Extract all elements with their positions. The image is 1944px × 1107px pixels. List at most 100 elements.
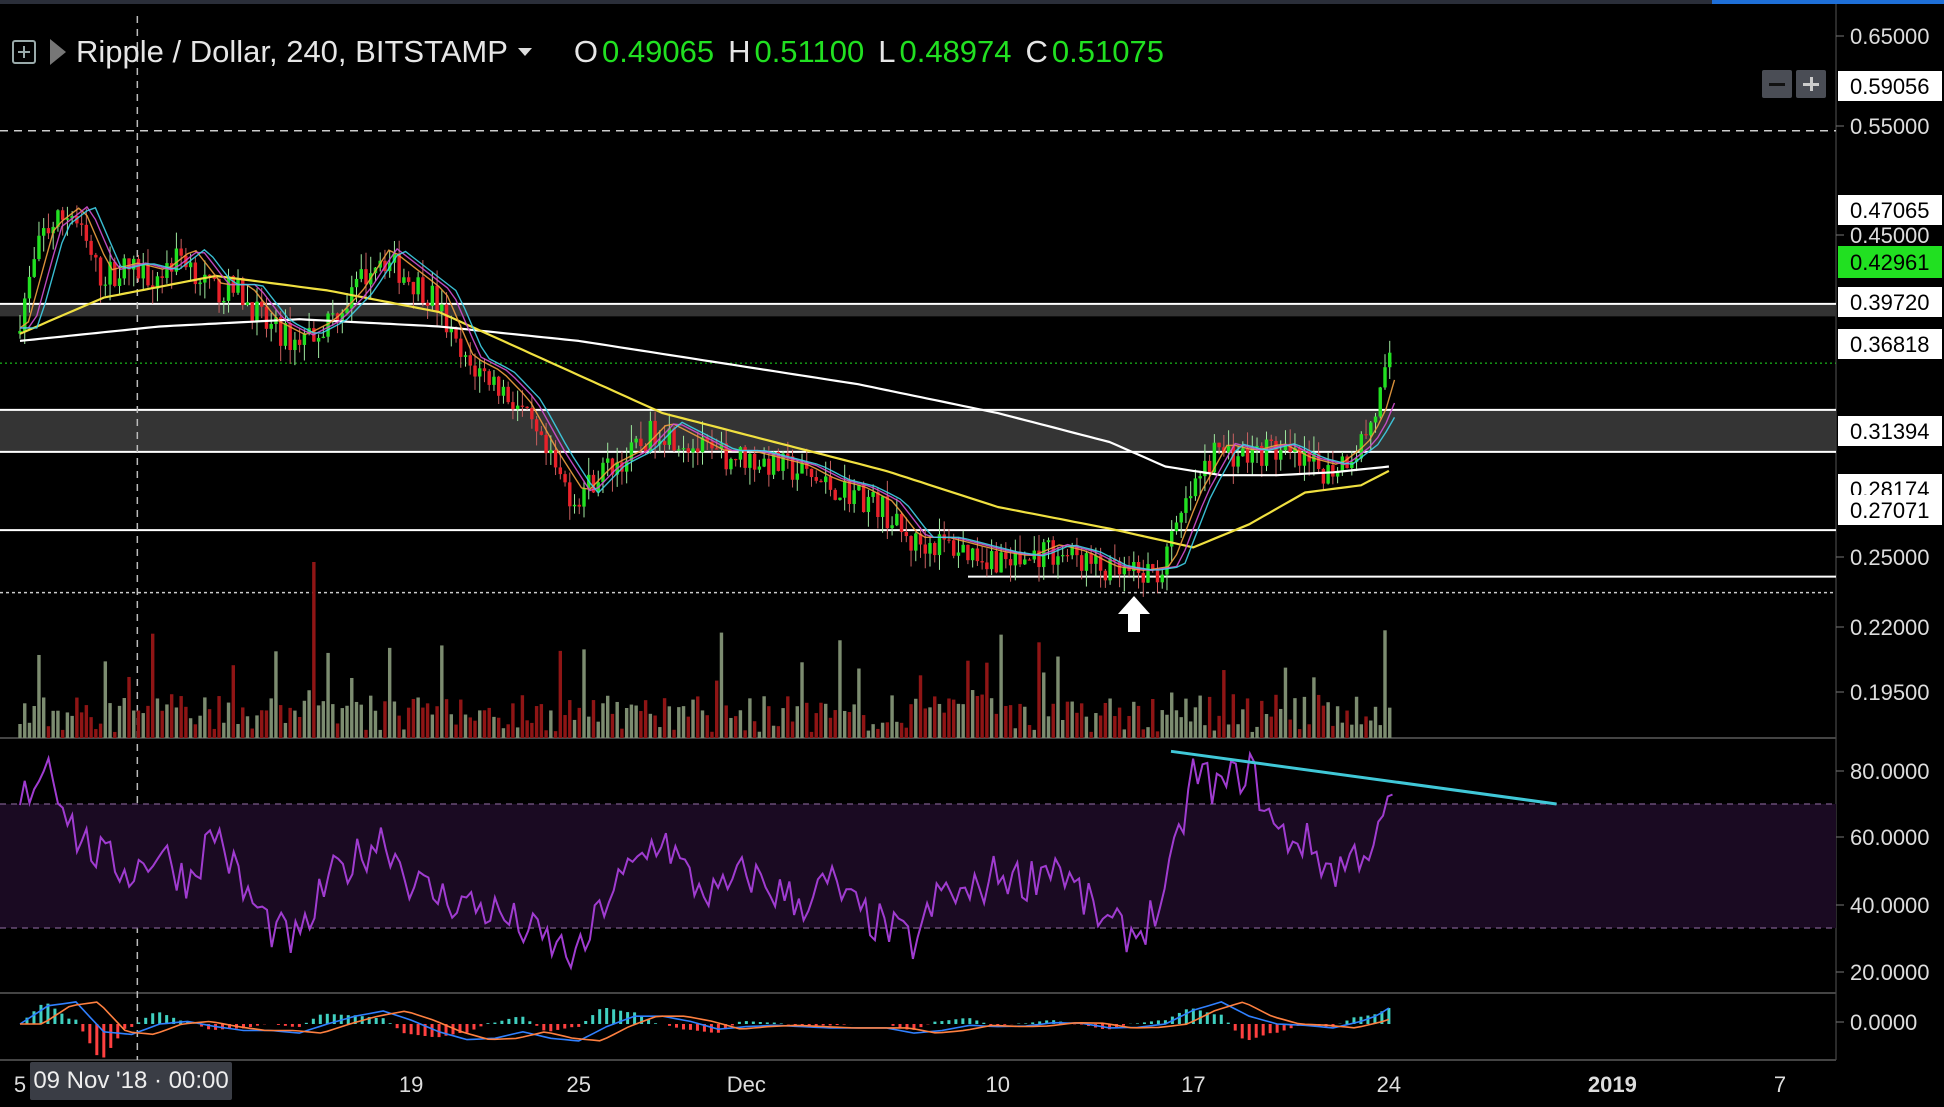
minus-icon[interactable] — [1762, 70, 1792, 98]
time-tick-label: 24 — [1377, 1072, 1401, 1097]
macd-histogram-bar — [633, 1012, 636, 1024]
candle-body — [1369, 422, 1372, 435]
candle-body — [1184, 498, 1187, 513]
volume-bar — [355, 702, 358, 738]
candle-body — [639, 439, 642, 446]
volume-bar — [1322, 706, 1325, 738]
candle-body — [412, 282, 415, 294]
volume-bar — [303, 701, 306, 738]
volume-bar — [1099, 716, 1102, 738]
volume-bar — [179, 696, 182, 738]
volume-bar — [1056, 657, 1059, 738]
volume-bar — [189, 718, 192, 738]
candle-body — [1179, 513, 1182, 523]
volume-bar — [284, 723, 287, 738]
candle-body — [165, 263, 168, 278]
volume-bar — [56, 711, 59, 738]
volume-bar — [1118, 708, 1121, 738]
volume-bar — [246, 716, 249, 738]
volume-bar — [326, 653, 329, 738]
volume-bar — [1246, 698, 1249, 738]
volume-bar — [1089, 732, 1092, 738]
volume-bar — [961, 704, 964, 738]
macd-histogram-bar — [899, 1024, 902, 1028]
volume-bar — [748, 698, 751, 738]
macd-histogram-bar — [731, 1024, 734, 1025]
volume-bar — [331, 704, 334, 738]
volume-bar — [791, 722, 794, 738]
rsi-band — [0, 804, 1836, 928]
volume-bar — [900, 723, 903, 738]
volume-bar — [1023, 707, 1026, 738]
volume-bar — [815, 713, 818, 738]
candle-body — [961, 545, 964, 553]
symbol-flag-icon — [50, 39, 66, 65]
volume-bar — [568, 700, 571, 738]
macd-histogram-bar — [1234, 1024, 1237, 1031]
ohlc-high-value: 0.51100 — [754, 34, 864, 70]
volume-bar — [990, 698, 993, 738]
volume-bar — [1042, 672, 1045, 738]
candle-body — [198, 283, 201, 285]
macd-histogram-bar — [815, 1024, 818, 1025]
macd-histogram-bar — [326, 1014, 329, 1024]
volume-bar — [677, 707, 680, 738]
macd-histogram-bar — [843, 1024, 846, 1025]
volume-bar — [1293, 698, 1296, 738]
volume-bar — [445, 699, 448, 738]
volume-bar — [715, 681, 718, 738]
volume-bar — [416, 697, 419, 738]
candle-body — [360, 269, 363, 279]
volume-bar — [440, 645, 443, 738]
last-price-tag-text: 0.42961 — [1850, 250, 1930, 275]
volume-bar — [1208, 697, 1211, 738]
volume-bar — [364, 730, 367, 738]
time-tick-label: 2019 — [1588, 1072, 1637, 1097]
volume-bar — [995, 714, 998, 738]
volume-bar — [587, 717, 590, 738]
macd-histogram-bar — [612, 1009, 615, 1024]
volume-bar — [1014, 728, 1017, 738]
macd-histogram-bar — [277, 1024, 280, 1025]
volume-bar — [1194, 707, 1197, 738]
candle-body — [511, 402, 514, 409]
candle-body — [118, 278, 121, 286]
volume-bar — [601, 703, 604, 738]
macd-histogram-bar — [137, 1022, 140, 1024]
volume-bar — [649, 714, 652, 738]
volume-bar — [1085, 717, 1088, 738]
macd-histogram-bar — [822, 1024, 825, 1025]
macd-histogram-bar — [1024, 1023, 1027, 1024]
volume-bar — [881, 723, 884, 738]
time-tick-label: 17 — [1181, 1072, 1205, 1097]
volume-bar — [85, 705, 88, 738]
chevron-down-icon[interactable] — [518, 48, 532, 56]
macd-histogram-bar — [521, 1017, 524, 1024]
time-tick-label: 25 — [566, 1072, 590, 1097]
volume-bar — [1170, 693, 1173, 738]
volume-bar — [1127, 716, 1130, 738]
volume-bar — [1326, 702, 1329, 738]
macd-histogram-bar — [829, 1024, 832, 1025]
candle-body — [834, 490, 837, 500]
volume-bar — [525, 720, 528, 738]
candle-body — [251, 302, 254, 322]
price-level-tag-text: 0.39720 — [1850, 290, 1930, 315]
plus-icon[interactable] — [1796, 70, 1826, 98]
volume-bar — [582, 649, 585, 738]
volume-bar — [786, 696, 789, 738]
macd-histogram-bar — [431, 1024, 434, 1037]
volume-bar — [241, 707, 244, 738]
candle-body — [397, 253, 400, 283]
candle-body — [521, 406, 524, 407]
macd-line — [20, 1002, 1389, 1041]
volume-bar — [89, 717, 92, 738]
symbol-title[interactable]: Ripple / Dollar, 240, BITSTAMP — [76, 34, 508, 70]
volume-bar — [1255, 727, 1258, 738]
macd-histogram-bar — [88, 1024, 91, 1043]
candle-body — [1146, 564, 1149, 583]
expand-legend-icon[interactable] — [12, 40, 36, 64]
volume-bar — [976, 696, 979, 738]
